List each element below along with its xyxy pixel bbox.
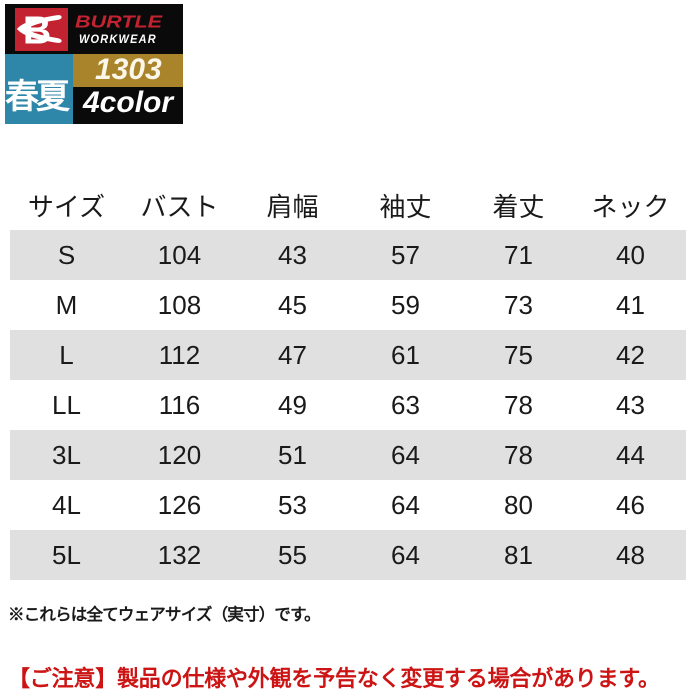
svg-text:B: B — [23, 9, 51, 51]
